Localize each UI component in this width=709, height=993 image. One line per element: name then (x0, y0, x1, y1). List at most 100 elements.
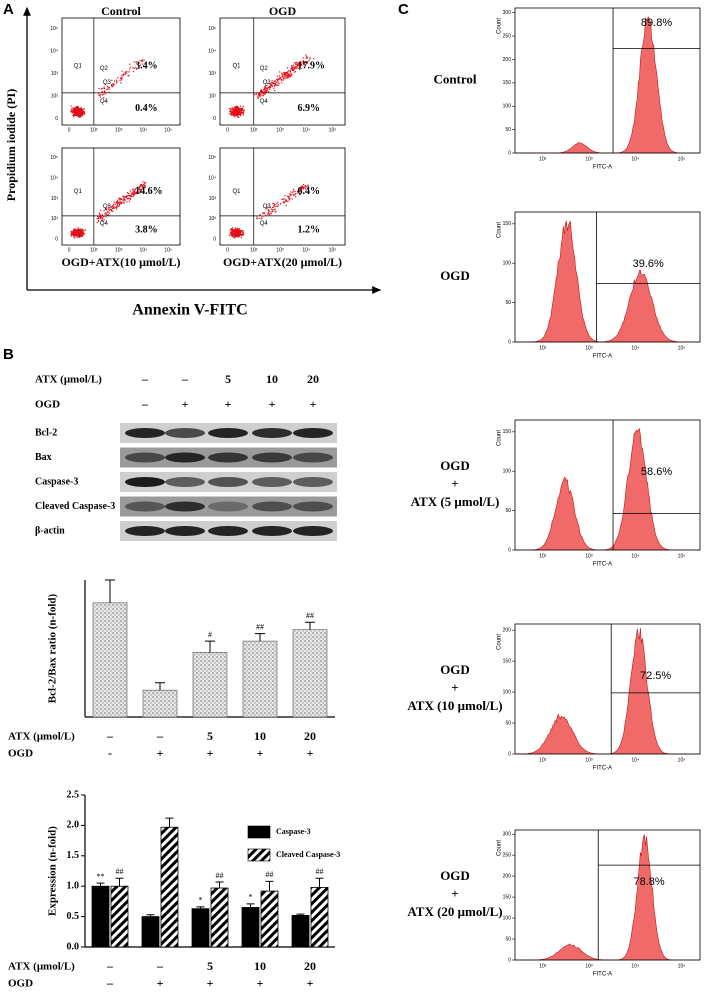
event-dot (236, 230, 238, 232)
event-dot (143, 184, 145, 186)
bar (210, 887, 229, 948)
event-dot (82, 108, 84, 110)
event-dot (279, 202, 282, 205)
event-dot (300, 187, 302, 189)
event-dot (292, 192, 294, 194)
event-dot (77, 236, 80, 238)
event-dot (261, 215, 263, 217)
event-dot (290, 72, 292, 74)
sample-label: + (451, 476, 458, 491)
event-dot (73, 115, 75, 117)
event-dot (274, 82, 276, 84)
event-dot (260, 94, 262, 96)
tick-label: 10³ (51, 196, 59, 202)
event-dot (128, 68, 131, 70)
event-dot (291, 194, 293, 196)
tick-label: 10⁵ (329, 247, 337, 253)
event-dot (285, 76, 287, 79)
event-dot (78, 228, 80, 231)
event-dot (238, 108, 240, 110)
event-dot (73, 232, 75, 234)
row-cell: – (106, 976, 114, 990)
event-dot (134, 193, 137, 195)
event-dot (139, 188, 141, 191)
quadrant-label: Q3 (103, 204, 112, 210)
event-dot (269, 83, 271, 85)
event-dot (79, 114, 82, 116)
event-dot (265, 214, 267, 217)
event-dot (271, 210, 274, 213)
event-dot (240, 109, 243, 111)
event-dot (238, 107, 240, 109)
plot-label: OGD (269, 4, 297, 18)
event-dot (111, 86, 114, 88)
blot-band (208, 428, 248, 438)
protein-label: Bax (35, 452, 52, 463)
event-dot (299, 187, 301, 190)
event-dot (120, 201, 122, 203)
event-dot (138, 186, 141, 189)
bar (291, 914, 310, 948)
event-dot (264, 87, 266, 89)
event-dot (108, 205, 110, 207)
event-dot (82, 113, 84, 115)
event-dot (236, 232, 238, 234)
y-tick-label: 2.0 (67, 820, 80, 831)
event-dot (302, 62, 304, 64)
event-dot (112, 83, 114, 86)
event-dot (280, 78, 283, 81)
event-dot (304, 188, 306, 190)
event-dot (276, 83, 278, 85)
event-dot (292, 67, 294, 69)
event-dot (71, 111, 73, 113)
tick-label: 10² (250, 127, 258, 133)
event-dot (268, 209, 270, 211)
event-dot (271, 85, 273, 87)
event-dot (283, 202, 285, 204)
event-dot (306, 62, 309, 64)
event-dot (272, 203, 274, 205)
row-cell: + (257, 976, 264, 990)
event-dot (270, 213, 272, 215)
tick-label: 10³ (209, 196, 217, 202)
event-dot (275, 81, 277, 84)
event-dot (264, 92, 266, 94)
event-dot (80, 229, 82, 231)
event-dot (106, 209, 108, 211)
event-dot (74, 234, 76, 237)
error-bar (255, 633, 265, 642)
event-dot (291, 73, 293, 76)
event-dot (290, 68, 292, 70)
event-dot (76, 114, 78, 116)
event-dot (112, 204, 114, 206)
event-dot (144, 187, 146, 189)
event-dot (121, 202, 123, 204)
histogram: 72.5% 0 50 100 150 200 10² 10³ 10⁴ 10⁵ FITC-A Count… (407, 623, 701, 772)
event-dot (300, 63, 303, 65)
event-dot (298, 193, 301, 196)
event-dot (134, 188, 137, 191)
event-dot (273, 205, 275, 207)
event-dot (313, 58, 315, 60)
event-dot (241, 230, 243, 232)
event-dot (259, 96, 261, 98)
event-dot (78, 108, 80, 110)
event-dot (277, 201, 279, 204)
percent-label: 78.8% (634, 876, 665, 888)
event-dot (272, 206, 274, 209)
event-dot (274, 85, 276, 87)
event-dot (98, 88, 100, 90)
event-dot (231, 107, 233, 109)
event-dot (144, 185, 146, 188)
x-axis-label: FITC-A (593, 562, 612, 568)
y-tick-label: 100 (503, 469, 512, 475)
event-dot (230, 233, 232, 235)
event-dot (282, 198, 284, 200)
event-dot (257, 97, 259, 100)
event-dot (74, 112, 76, 114)
event-dot (282, 201, 284, 203)
event-dot (116, 201, 119, 203)
event-dot (103, 90, 106, 92)
y-tick-label: 0 (508, 547, 511, 553)
event-dot (296, 62, 298, 64)
